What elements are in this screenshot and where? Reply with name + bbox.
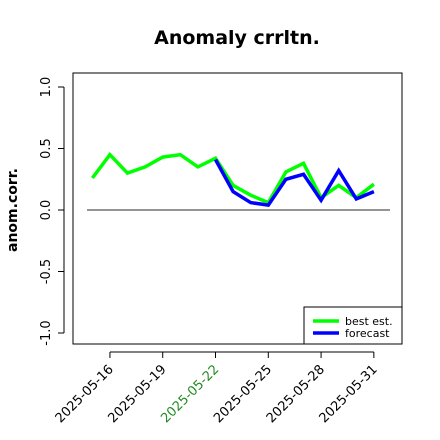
series-layer	[91, 152, 375, 207]
y-tick-label: 1.0	[39, 77, 54, 98]
y-tick-label: -0.5	[39, 259, 54, 284]
y-tick-label: 0.5	[39, 138, 54, 159]
y-axis: -1.0 -0.5 0.0 0.5 1.0	[39, 77, 65, 346]
legend-label: forecast	[345, 327, 390, 340]
y-axis-label: anom.corr.	[5, 168, 21, 252]
legend-box	[303, 306, 403, 345]
legend: best est.forecast	[303, 306, 403, 345]
series-line-best-est	[91, 152, 375, 205]
y-tick-label: 0.0	[39, 200, 54, 221]
plot-frame	[72, 72, 403, 345]
x-axis: 2025-05-162025-05-192025-05-222025-05-25…	[53, 351, 381, 426]
y-tick-label: -1.0	[39, 320, 54, 345]
legend-label: best est.	[345, 315, 393, 328]
series-line-forecast	[213, 158, 375, 207]
chart-title: Anomaly crrltn.	[154, 27, 320, 49]
